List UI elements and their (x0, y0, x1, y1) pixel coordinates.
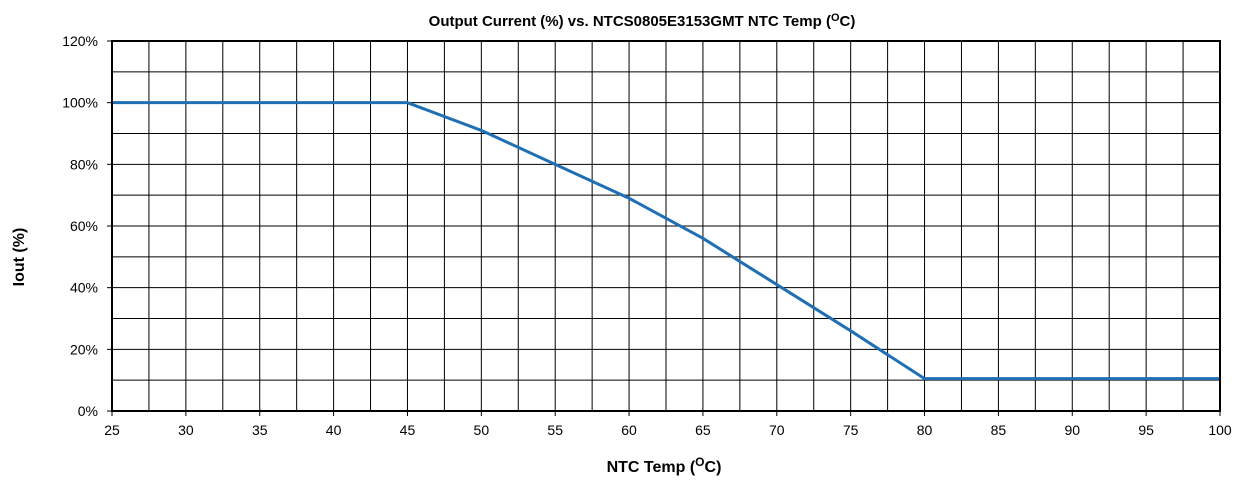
y-axis-label: Iout (%) (11, 228, 28, 287)
x-tick-label: 95 (1138, 422, 1154, 438)
x-axis-label: NTC Temp (OC) (607, 455, 722, 476)
x-tick-label: 85 (991, 422, 1007, 438)
tick-labels: 25 30 35 40 45 50 55 60 65 70 75 80 85 90 95 100 0% 20% 40… (62, 33, 1232, 438)
y-tick-label: 40% (70, 280, 98, 296)
y-tick-label: 0% (78, 403, 98, 419)
y-tick-label: 120% (62, 33, 98, 49)
x-tick-label: 60 (621, 422, 637, 438)
x-tick-label: 80 (917, 422, 933, 438)
x-tick-label: 70 (769, 422, 785, 438)
y-tick-label: 80% (70, 156, 98, 172)
x-tick-label: 30 (178, 422, 194, 438)
x-tick-label: 65 (695, 422, 711, 438)
x-tick-label: 90 (1064, 422, 1080, 438)
x-axis-label-superscript: O (695, 455, 704, 469)
grid (112, 41, 1220, 411)
series-layer (112, 101, 1220, 381)
x-tick-label: 100 (1208, 422, 1232, 438)
chart-title-superscript: O (831, 12, 840, 24)
y-tick-label: 100% (62, 95, 98, 111)
x-tick-label: 55 (547, 422, 563, 438)
x-tick-label: 50 (474, 422, 490, 438)
x-tick-label: 35 (252, 422, 268, 438)
chart-title: Output Current (%) vs. NTCS0805E3153GMT … (429, 12, 856, 30)
x-tick-label: 40 (326, 422, 342, 438)
series-line-1 (112, 101, 1220, 381)
y-tick-label: 20% (70, 341, 98, 357)
x-tick-label: 25 (104, 422, 120, 438)
y-tick-label: 60% (70, 218, 98, 234)
x-tick-label: 45 (400, 422, 416, 438)
x-tick-label: 75 (843, 422, 859, 438)
